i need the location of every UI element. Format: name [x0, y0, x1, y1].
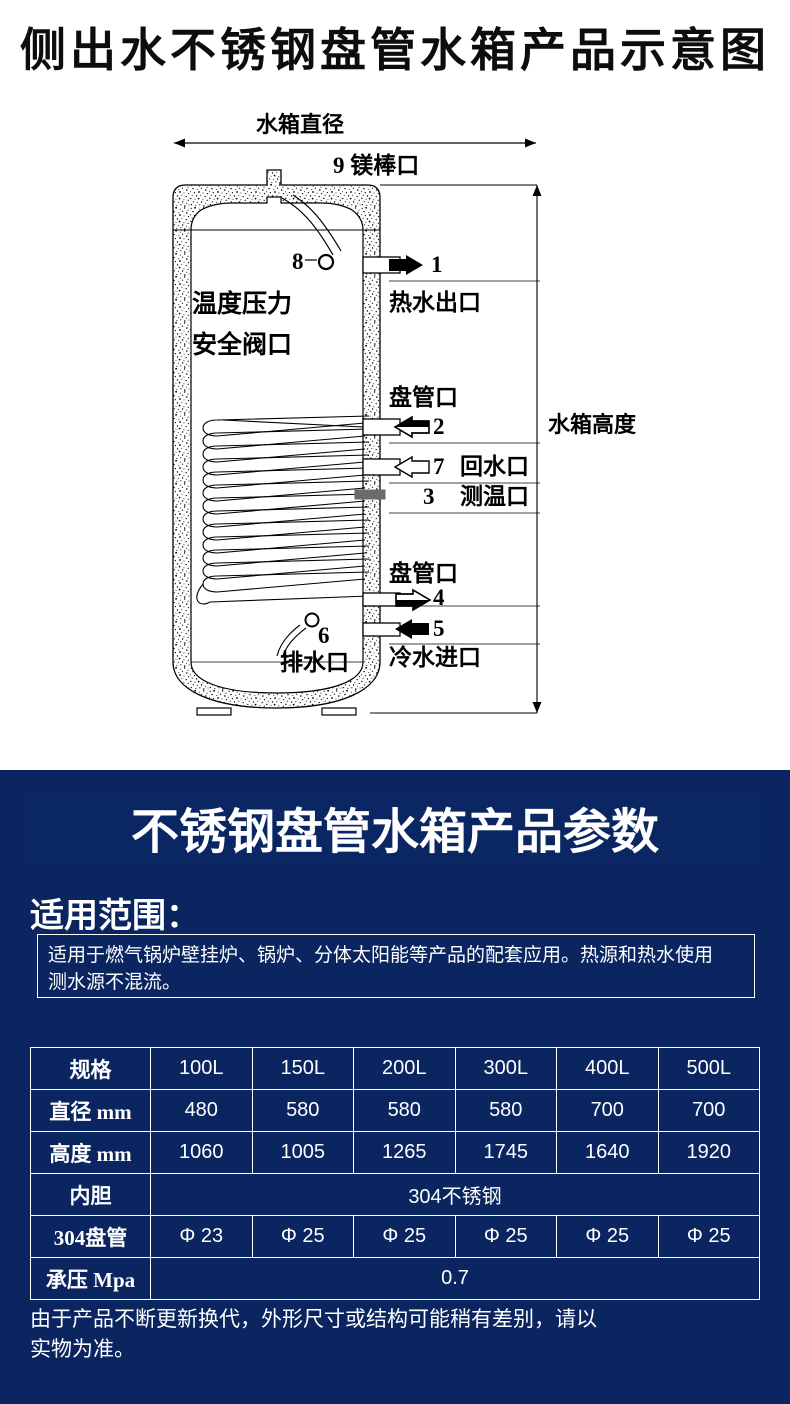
- svg-text:8: 8: [292, 249, 304, 274]
- svg-text:测温口: 测温口: [460, 484, 529, 509]
- svg-text:排水口: 排水口: [280, 650, 349, 675]
- svg-text:冷水进口: 冷水进口: [389, 644, 481, 670]
- svg-text:5: 5: [433, 616, 445, 641]
- svg-text:温度压力: 温度压力: [192, 289, 292, 318]
- svg-text:7: 7: [433, 454, 445, 479]
- svg-text:9 镁棒口: 9 镁棒口: [333, 152, 419, 178]
- svg-text:6: 6: [318, 623, 330, 648]
- svg-text:回水口: 回水口: [460, 454, 529, 479]
- svg-text:水箱高度: 水箱高度: [548, 412, 637, 437]
- svg-text:水箱直径: 水箱直径: [256, 112, 344, 137]
- svg-text:3: 3: [423, 484, 435, 509]
- svg-text:安全阀口: 安全阀口: [192, 330, 292, 359]
- svg-text:1: 1: [431, 252, 443, 277]
- svg-text:热水出口: 热水出口: [389, 290, 481, 315]
- svg-text:盘管口: 盘管口: [389, 384, 458, 410]
- svg-text:盘管口: 盘管口: [389, 560, 458, 586]
- svg-text:2: 2: [433, 414, 445, 439]
